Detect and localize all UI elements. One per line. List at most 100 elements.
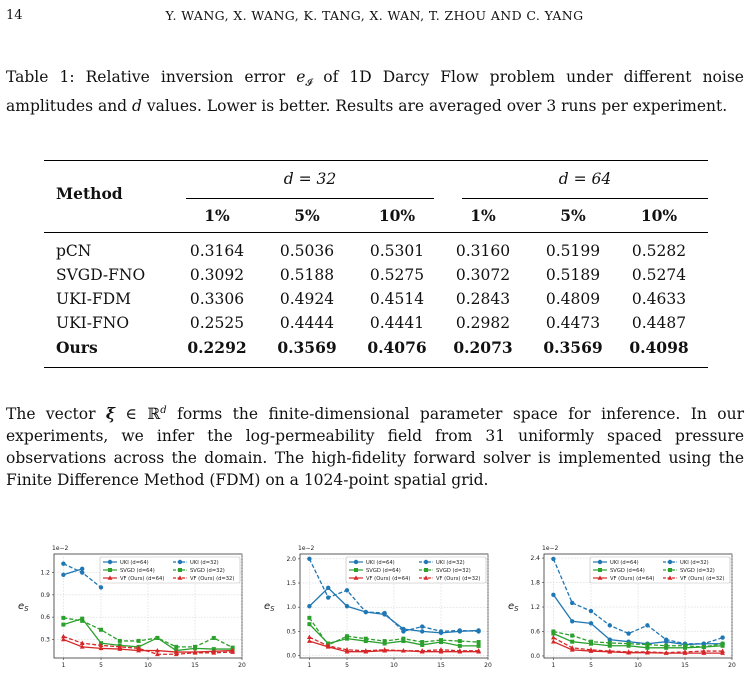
legend-marker bbox=[424, 568, 428, 572]
data-point bbox=[61, 633, 66, 639]
data-point bbox=[645, 623, 650, 628]
data-point bbox=[551, 635, 556, 640]
series-line bbox=[553, 632, 723, 649]
body-text-1: The vector bbox=[6, 405, 106, 424]
data-point bbox=[457, 628, 462, 633]
data-point bbox=[174, 644, 179, 649]
legend-marker bbox=[423, 575, 429, 580]
y-axis-label: eS bbox=[264, 601, 275, 613]
data-point bbox=[438, 629, 444, 634]
data-point bbox=[80, 566, 85, 572]
series-uki-d-32- bbox=[551, 556, 725, 646]
legend-marker bbox=[423, 559, 429, 565]
series-line bbox=[63, 617, 233, 649]
series-line bbox=[552, 558, 723, 645]
legend-label: SVGD (d=32) bbox=[436, 568, 471, 574]
noise-header: 10% bbox=[640, 206, 678, 225]
value-cell: 0.4809 bbox=[545, 290, 601, 308]
value-cell: 0.5199 bbox=[545, 242, 601, 260]
caption-text-1: Relative inversion error bbox=[74, 68, 297, 86]
legend-label: VF (Ours) (d=64) bbox=[610, 576, 654, 582]
legend-marker bbox=[353, 575, 359, 580]
data-point bbox=[80, 618, 85, 623]
data-point bbox=[155, 647, 160, 653]
group-rule-d32 bbox=[186, 198, 434, 199]
x-tick-label: 10 bbox=[390, 662, 398, 669]
legend-marker bbox=[177, 559, 183, 565]
x-tick-label: 10 bbox=[634, 662, 642, 669]
legend-label: SVGD (d=32) bbox=[680, 568, 715, 574]
value-cell: 0.4633 bbox=[631, 290, 687, 308]
legend-marker bbox=[354, 568, 358, 572]
value-cell: 0.2292 bbox=[187, 338, 247, 357]
series-line bbox=[553, 630, 723, 648]
data-point bbox=[720, 641, 725, 646]
data-point bbox=[345, 636, 349, 641]
y-tick-label: 1.8 bbox=[530, 580, 540, 587]
x-tick-label: 20 bbox=[728, 662, 736, 669]
caption-text-2: of 1D Darcy Flow problem under different… bbox=[6, 68, 744, 116]
data-point bbox=[363, 636, 368, 641]
method-cell: pCN bbox=[56, 242, 92, 260]
y-tick-label: 1.2 bbox=[40, 570, 50, 577]
series-vf-ours-d-32- bbox=[61, 633, 235, 657]
data-point bbox=[589, 641, 593, 646]
data-point bbox=[401, 629, 406, 634]
data-point bbox=[607, 643, 612, 648]
data-point bbox=[683, 643, 687, 648]
legend-marker bbox=[597, 559, 603, 565]
value-cell: 0.4924 bbox=[279, 290, 335, 308]
y-axis-label: eS bbox=[18, 601, 29, 613]
legend-marker bbox=[108, 568, 112, 572]
data-point bbox=[457, 648, 463, 653]
legend-label: SVGD (d=32) bbox=[190, 568, 225, 574]
data-point bbox=[307, 638, 312, 643]
data-point bbox=[420, 642, 425, 647]
data-point bbox=[419, 648, 425, 653]
data-point bbox=[589, 639, 593, 644]
data-point bbox=[720, 648, 725, 653]
x-tick-label: 1 bbox=[61, 662, 65, 669]
x-tick-label: 10 bbox=[144, 662, 152, 669]
value-cell: 0.3569 bbox=[543, 338, 603, 357]
table-bottom-rule bbox=[44, 367, 708, 368]
series-line bbox=[553, 641, 723, 654]
data-point bbox=[645, 645, 650, 650]
legend-marker bbox=[667, 575, 673, 580]
data-point bbox=[307, 634, 312, 639]
value-cell: 0.5189 bbox=[545, 266, 601, 284]
data-point bbox=[701, 648, 707, 653]
data-point bbox=[663, 650, 669, 655]
data-point bbox=[99, 627, 103, 632]
legend-marker bbox=[668, 568, 672, 572]
data-point bbox=[79, 640, 85, 645]
series-uki-d-32- bbox=[61, 561, 104, 590]
data-point bbox=[438, 647, 444, 652]
y-tick-label: 0.0 bbox=[530, 653, 540, 660]
data-point bbox=[79, 644, 85, 649]
data-point bbox=[326, 585, 331, 591]
data-point bbox=[117, 644, 123, 649]
data-point bbox=[344, 647, 350, 652]
legend-marker bbox=[667, 559, 673, 565]
data-point bbox=[136, 647, 141, 653]
method-cell: Ours bbox=[56, 338, 98, 357]
x-tick-label: 15 bbox=[191, 662, 199, 669]
data-point bbox=[701, 644, 706, 649]
value-cell: 0.5301 bbox=[369, 242, 425, 260]
value-cell: 0.3306 bbox=[189, 290, 245, 308]
data-point bbox=[720, 643, 725, 648]
legend-marker bbox=[353, 559, 359, 565]
legend-label: UKI (d=32) bbox=[190, 560, 219, 566]
data-point bbox=[551, 592, 556, 597]
value-cell: 0.3160 bbox=[455, 242, 511, 260]
data-point bbox=[382, 641, 387, 646]
legend-box bbox=[589, 556, 731, 584]
exponent-label: 1e−2 bbox=[542, 545, 559, 552]
data-point bbox=[307, 622, 312, 627]
data-point bbox=[607, 623, 612, 628]
data-point bbox=[626, 631, 631, 636]
data-point bbox=[476, 640, 481, 645]
data-point bbox=[682, 649, 688, 654]
